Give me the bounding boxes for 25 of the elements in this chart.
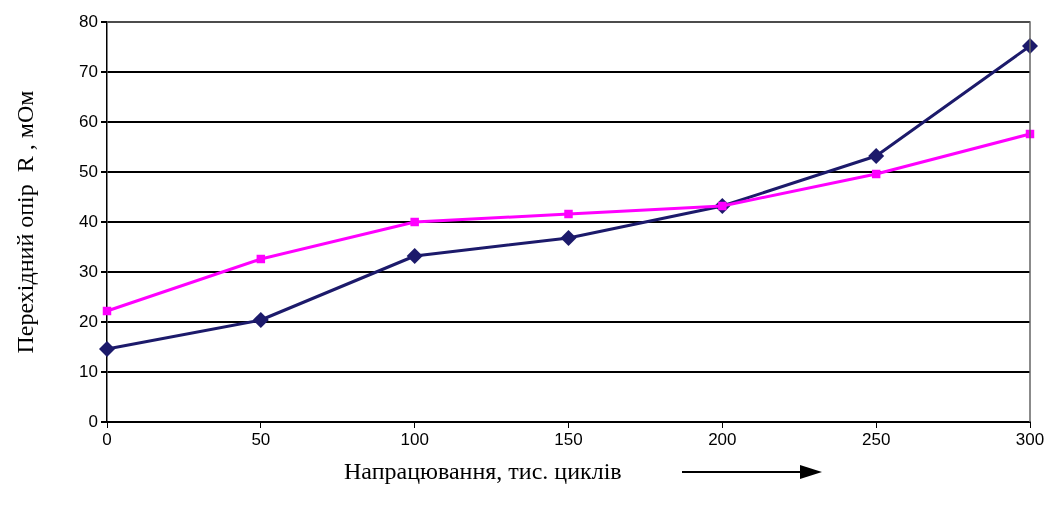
x-tick-label: 50 xyxy=(251,430,271,450)
y-tick-label: 50 xyxy=(79,161,98,181)
y-tick-label: 10 xyxy=(79,361,98,381)
point xyxy=(564,209,573,219)
y-tick-label: 20 xyxy=(79,311,98,331)
point xyxy=(410,217,419,227)
y-tick-label: 30 xyxy=(79,261,98,281)
point xyxy=(99,341,115,357)
y-axis-title: Перехідний опір R , мОм xyxy=(11,90,38,354)
x-axis-title: Напрацювання, тис. циклів xyxy=(344,458,622,485)
x-tick-label: 300 xyxy=(1015,430,1045,450)
y-tick-label: 60 xyxy=(79,111,98,131)
point xyxy=(252,312,269,328)
y-tick-label: 0 xyxy=(88,411,98,431)
y-tick-label: 40 xyxy=(79,211,98,231)
y-tick-label: 70 xyxy=(79,61,98,81)
x-tick-label: 0 xyxy=(102,430,112,450)
point xyxy=(406,248,423,264)
point xyxy=(560,230,577,246)
x-tick-label: 150 xyxy=(554,430,583,450)
x-tick-label: 200 xyxy=(708,430,737,450)
x-tick-label: 250 xyxy=(861,430,891,450)
point xyxy=(868,148,885,164)
y-tick-label: 80 xyxy=(79,11,98,31)
x-tick-label: 100 xyxy=(400,430,429,450)
